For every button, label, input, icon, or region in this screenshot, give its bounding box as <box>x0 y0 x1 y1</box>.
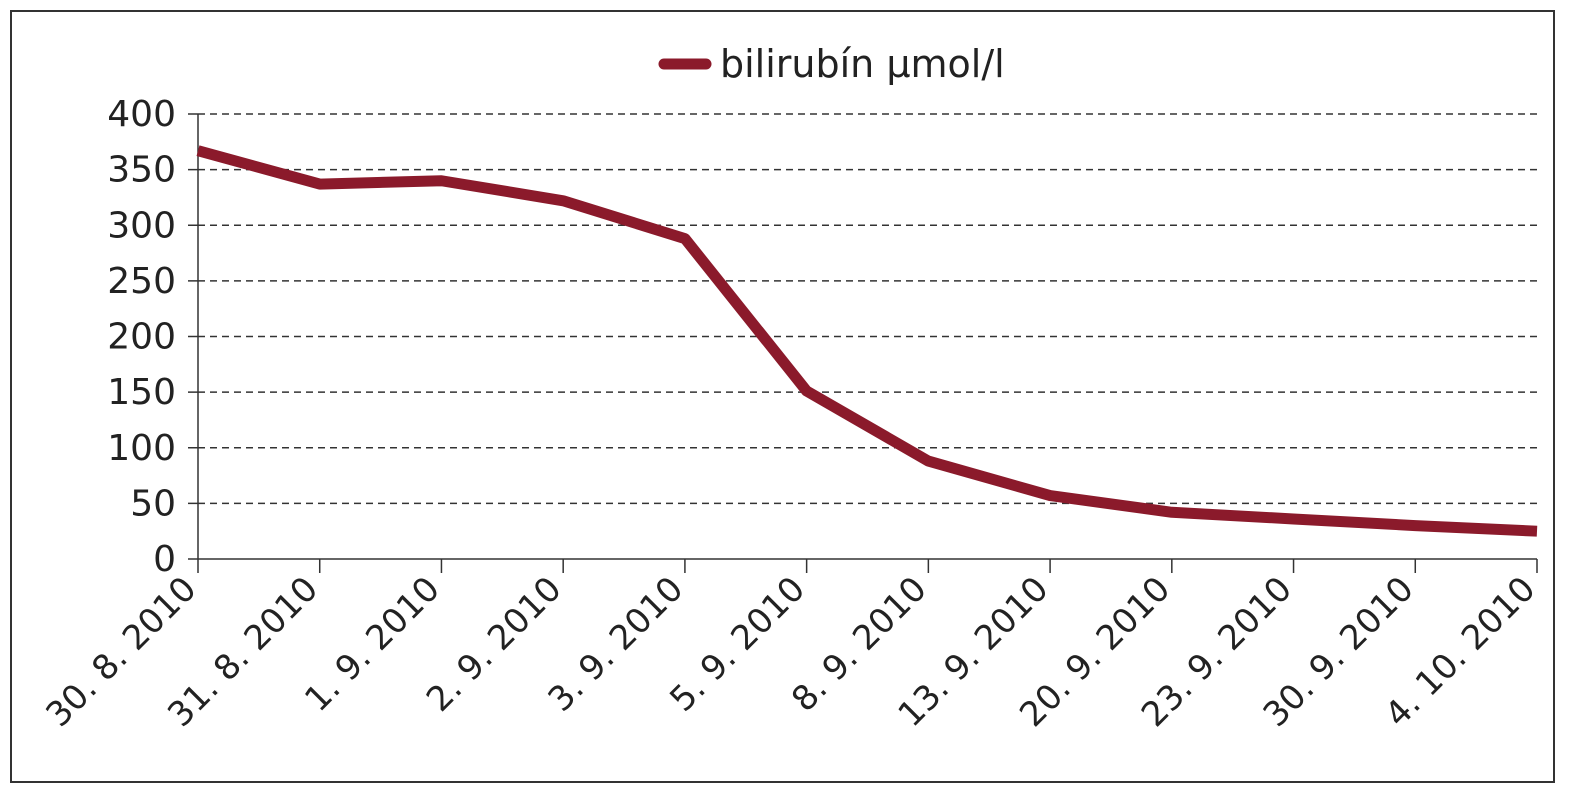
data-point <box>1414 525 1416 527</box>
data-point <box>1293 518 1295 520</box>
chart-frame: 0 50 100 150 200 250 300 350 400 30. 8. 2010 31. … <box>10 10 1555 783</box>
data-point <box>806 390 808 392</box>
grid-lines <box>198 113 1537 505</box>
legend-label: bilirubín µmol/l <box>720 42 1005 86</box>
y-tick-label: 0 <box>153 539 176 580</box>
data-point <box>927 460 929 462</box>
y-tick-label: 200 <box>107 317 176 358</box>
series-layer <box>196 145 1538 537</box>
data-point <box>440 180 442 182</box>
data-point <box>562 200 564 202</box>
y-tick-label: 250 <box>107 261 176 302</box>
data-point <box>1536 530 1538 532</box>
y-tick-label: 50 <box>130 483 176 524</box>
line-chart: 0 50 100 150 200 250 300 350 400 30. 8. 201031. … <box>38 42 1543 735</box>
y-tick-labels: 0 50 100 150 200 250 300 350 400 <box>107 94 198 580</box>
y-tick-label: 150 <box>107 372 176 413</box>
y-tick-label: 350 <box>107 150 176 191</box>
data-point <box>1171 511 1173 513</box>
y-tick-label: 300 <box>107 205 176 246</box>
data-point <box>319 183 321 185</box>
series-line <box>196 145 1538 537</box>
data-point <box>684 238 686 240</box>
y-tick-label: 400 <box>107 94 176 135</box>
y-tick-label: 100 <box>107 428 176 469</box>
data-point <box>1049 495 1051 497</box>
data-point <box>197 150 199 152</box>
legend: bilirubín µmol/l <box>658 42 1005 86</box>
